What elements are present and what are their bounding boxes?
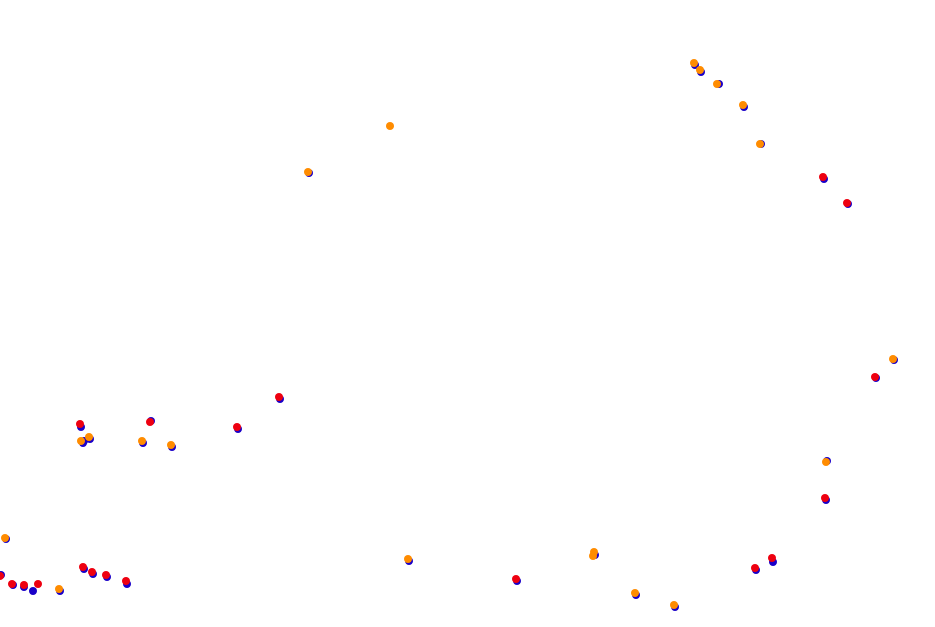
point bbox=[512, 575, 520, 583]
point bbox=[751, 564, 759, 572]
point bbox=[386, 122, 394, 130]
point bbox=[77, 437, 85, 445]
point bbox=[631, 589, 639, 597]
point bbox=[690, 59, 698, 67]
point bbox=[167, 441, 175, 449]
point bbox=[8, 580, 16, 588]
point bbox=[304, 168, 312, 176]
point bbox=[889, 355, 897, 363]
point bbox=[0, 572, 4, 580]
point bbox=[1, 534, 9, 542]
point bbox=[822, 458, 830, 466]
point bbox=[138, 437, 146, 445]
point bbox=[404, 555, 412, 563]
point bbox=[76, 420, 84, 428]
point bbox=[843, 199, 851, 207]
point bbox=[713, 80, 721, 88]
point bbox=[819, 173, 827, 181]
point bbox=[29, 587, 37, 595]
point bbox=[589, 552, 597, 560]
point bbox=[55, 585, 63, 593]
point bbox=[79, 563, 87, 571]
point bbox=[670, 601, 678, 609]
point bbox=[739, 101, 747, 109]
point bbox=[34, 580, 42, 588]
point bbox=[275, 393, 283, 401]
point bbox=[122, 577, 130, 585]
point bbox=[696, 66, 704, 74]
point bbox=[821, 494, 829, 502]
point bbox=[233, 423, 241, 431]
point bbox=[146, 418, 154, 426]
point bbox=[768, 554, 776, 562]
point bbox=[102, 571, 110, 579]
point bbox=[20, 581, 28, 589]
point bbox=[756, 140, 764, 148]
point bbox=[85, 433, 93, 441]
point bbox=[871, 373, 879, 381]
point bbox=[88, 568, 96, 576]
